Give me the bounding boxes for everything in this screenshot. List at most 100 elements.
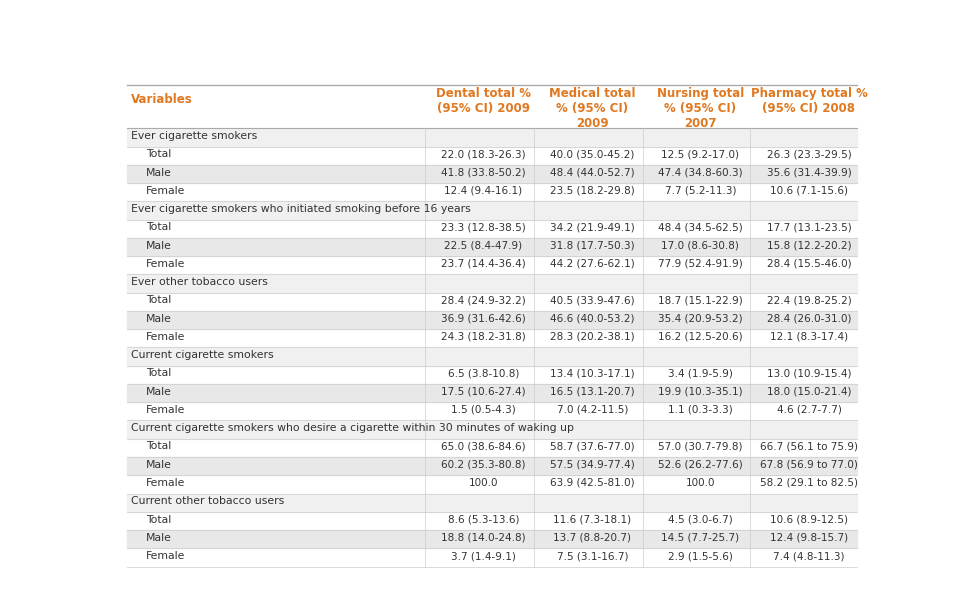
Text: 44.2 (27.6-62.1): 44.2 (27.6-62.1) [550, 259, 635, 269]
Text: 13.0 (10.9-15.4): 13.0 (10.9-15.4) [767, 368, 852, 378]
Text: 60.2 (35.3-80.8): 60.2 (35.3-80.8) [442, 460, 526, 470]
Text: 8.6 (5.3-13.6): 8.6 (5.3-13.6) [447, 515, 519, 525]
Text: 26.3 (23.3-29.5): 26.3 (23.3-29.5) [767, 149, 852, 160]
Text: Female: Female [146, 551, 185, 561]
Text: 63.9 (42.5-81.0): 63.9 (42.5-81.0) [550, 478, 635, 488]
Text: 40.5 (33.9-47.6): 40.5 (33.9-47.6) [550, 295, 635, 305]
Text: 46.6 (40.0-53.2): 46.6 (40.0-53.2) [550, 314, 635, 324]
Text: 18.8 (14.0-24.8): 18.8 (14.0-24.8) [442, 533, 526, 543]
Text: Male: Male [146, 314, 172, 324]
Text: Dental total %
(95% CI) 2009: Dental total % (95% CI) 2009 [436, 87, 531, 115]
Text: 34.2 (21.9-49.1): 34.2 (21.9-49.1) [550, 222, 635, 232]
Text: Female: Female [146, 259, 185, 269]
Text: 57.5 (34.9-77.4): 57.5 (34.9-77.4) [550, 460, 635, 470]
Text: Medical total
% (95% CI)
2009: Medical total % (95% CI) 2009 [549, 87, 636, 130]
Text: 12.4 (9.8-15.7): 12.4 (9.8-15.7) [770, 533, 848, 543]
Bar [128, 347, 856, 366]
Text: Ever cigarette smokers: Ever cigarette smokers [132, 131, 257, 141]
Text: 3.7 (1.4-9.1): 3.7 (1.4-9.1) [451, 551, 516, 561]
Text: 28.4 (24.9-32.2): 28.4 (24.9-32.2) [441, 295, 526, 305]
Text: 14.5 (7.7-25.7): 14.5 (7.7-25.7) [661, 533, 739, 543]
Text: 57.0 (30.7-79.8): 57.0 (30.7-79.8) [658, 441, 743, 451]
Text: 65.0 (38.6-84.6): 65.0 (38.6-84.6) [442, 441, 526, 451]
Text: 19.9 (10.3-35.1): 19.9 (10.3-35.1) [658, 387, 743, 397]
Bar [128, 238, 856, 256]
Text: 10.6 (7.1-15.6): 10.6 (7.1-15.6) [770, 186, 848, 196]
Bar [128, 165, 856, 183]
Text: 23.5 (18.2-29.8): 23.5 (18.2-29.8) [550, 186, 635, 196]
Text: Pharmacy total %
(95% CI) 2008: Pharmacy total % (95% CI) 2008 [751, 87, 868, 115]
Text: 66.7 (56.1 to 75.9): 66.7 (56.1 to 75.9) [760, 441, 858, 451]
Text: Ever other tobacco users: Ever other tobacco users [132, 277, 268, 287]
Text: Male: Male [146, 387, 172, 397]
Text: 1.1 (0.3-3.3): 1.1 (0.3-3.3) [668, 405, 732, 415]
Text: 13.7 (8.8-20.7): 13.7 (8.8-20.7) [553, 533, 632, 543]
Text: 28.3 (20.2-38.1): 28.3 (20.2-38.1) [550, 332, 635, 342]
Text: 47.4 (34.8-60.3): 47.4 (34.8-60.3) [658, 167, 743, 177]
Text: Ever cigarette smokers who initiated smoking before 16 years: Ever cigarette smokers who initiated smo… [132, 204, 471, 214]
Text: 7.0 (4.2-11.5): 7.0 (4.2-11.5) [557, 405, 628, 415]
Text: 28.4 (26.0-31.0): 28.4 (26.0-31.0) [767, 314, 852, 324]
Text: Current cigarette smokers who desire a cigarette within 30 minutes of waking up: Current cigarette smokers who desire a c… [132, 423, 574, 433]
Text: Female: Female [146, 478, 185, 488]
Text: 35.6 (31.4-39.9): 35.6 (31.4-39.9) [767, 167, 852, 177]
Text: 35.4 (20.9-53.2): 35.4 (20.9-53.2) [658, 314, 743, 324]
Text: 23.7 (14.4-36.4): 23.7 (14.4-36.4) [441, 259, 526, 269]
Text: 31.8 (17.7-50.3): 31.8 (17.7-50.3) [550, 241, 635, 251]
Bar [128, 128, 856, 146]
Text: 58.7 (37.6-77.0): 58.7 (37.6-77.0) [550, 441, 635, 451]
Bar [128, 201, 856, 219]
Text: Female: Female [146, 405, 185, 415]
Text: 52.6 (26.2-77.6): 52.6 (26.2-77.6) [658, 460, 743, 470]
Text: 100.0: 100.0 [468, 478, 498, 488]
Text: Total: Total [146, 222, 171, 232]
Text: 16.2 (12.5-20.6): 16.2 (12.5-20.6) [658, 332, 743, 342]
Text: 77.9 (52.4-91.9): 77.9 (52.4-91.9) [658, 259, 743, 269]
Text: Total: Total [146, 149, 171, 160]
Bar [128, 384, 856, 402]
Text: Male: Male [146, 167, 172, 177]
Text: Total: Total [146, 441, 171, 451]
Bar [128, 457, 856, 475]
Text: 17.7 (13.1-23.5): 17.7 (13.1-23.5) [767, 222, 852, 232]
Text: Total: Total [146, 515, 171, 525]
Bar [128, 311, 856, 329]
Text: Female: Female [146, 332, 185, 342]
Text: 2.9 (1.5-5.6): 2.9 (1.5-5.6) [668, 551, 732, 561]
Bar [128, 420, 856, 439]
Text: 100.0: 100.0 [685, 478, 715, 488]
Text: 7.7 (5.2-11.3): 7.7 (5.2-11.3) [664, 186, 736, 196]
Text: 28.4 (15.5-46.0): 28.4 (15.5-46.0) [767, 259, 852, 269]
Text: 10.6 (8.9-12.5): 10.6 (8.9-12.5) [770, 515, 848, 525]
Text: 15.8 (12.2-20.2): 15.8 (12.2-20.2) [767, 241, 852, 251]
Text: 7.5 (3.1-16.7): 7.5 (3.1-16.7) [557, 551, 628, 561]
Text: 22.4 (19.8-25.2): 22.4 (19.8-25.2) [767, 295, 852, 305]
Text: 48.4 (34.5-62.5): 48.4 (34.5-62.5) [658, 222, 743, 232]
Text: Total: Total [146, 295, 171, 305]
Text: 18.7 (15.1-22.9): 18.7 (15.1-22.9) [658, 295, 743, 305]
Text: 41.8 (33.8-50.2): 41.8 (33.8-50.2) [442, 167, 526, 177]
Bar [128, 275, 856, 292]
Text: Female: Female [146, 186, 185, 196]
Text: Total: Total [146, 368, 171, 378]
Text: 6.5 (3.8-10.8): 6.5 (3.8-10.8) [447, 368, 519, 378]
Text: Male: Male [146, 241, 172, 251]
Text: 40.0 (35.0-45.2): 40.0 (35.0-45.2) [550, 149, 635, 160]
Text: 12.5 (9.2-17.0): 12.5 (9.2-17.0) [661, 149, 739, 160]
Text: 16.5 (13.1-20.7): 16.5 (13.1-20.7) [550, 387, 635, 397]
Text: 17.0 (8.6-30.8): 17.0 (8.6-30.8) [661, 241, 739, 251]
Text: 24.3 (18.2-31.8): 24.3 (18.2-31.8) [441, 332, 526, 342]
Text: 23.3 (12.8-38.5): 23.3 (12.8-38.5) [441, 222, 526, 232]
Text: Nursing total
% (95% CI)
2007: Nursing total % (95% CI) 2007 [657, 87, 744, 130]
Text: Variables: Variables [132, 93, 193, 106]
Text: Current other tobacco users: Current other tobacco users [132, 496, 284, 506]
Text: 17.5 (10.6-27.4): 17.5 (10.6-27.4) [442, 387, 526, 397]
Text: 22.0 (18.3-26.3): 22.0 (18.3-26.3) [442, 149, 526, 160]
Bar [128, 493, 856, 512]
Text: 18.0 (15.0-21.4): 18.0 (15.0-21.4) [767, 387, 852, 397]
Text: 22.5 (8.4-47.9): 22.5 (8.4-47.9) [444, 241, 522, 251]
Text: 3.4 (1.9-5.9): 3.4 (1.9-5.9) [668, 368, 732, 378]
Bar [128, 530, 856, 549]
Text: 67.8 (56.9 to 77.0): 67.8 (56.9 to 77.0) [760, 460, 858, 470]
Text: Male: Male [146, 460, 172, 470]
